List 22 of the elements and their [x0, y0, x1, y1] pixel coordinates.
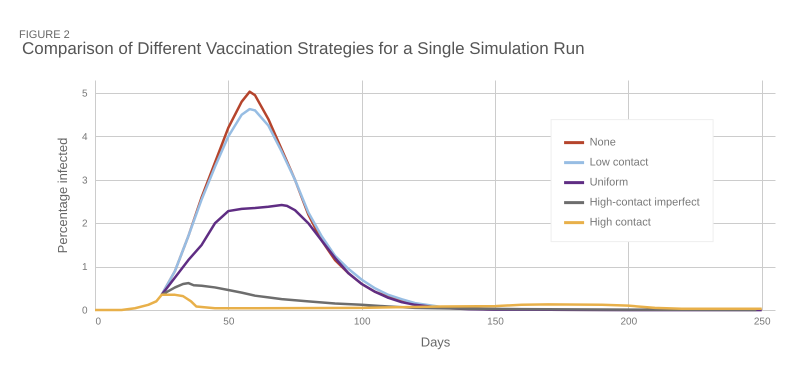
y-tick-label: 4 [82, 132, 88, 143]
y-tick-label: 5 [82, 88, 88, 100]
x-tick-label: 250 [754, 316, 771, 328]
legend-label: Low contact [590, 156, 648, 169]
x-tick-label: 0 [96, 316, 102, 328]
chart-title: Comparison of Different Vaccination Strategies for a Single Simulation Run [22, 39, 585, 58]
caption: FIGURE 2 [19, 29, 70, 41]
legend-label: None [590, 136, 616, 149]
legend-label: High contact [590, 216, 651, 229]
legend-label: High-contact imperfect [590, 196, 700, 209]
x-tick-label: 100 [354, 316, 371, 328]
line-series [94, 294, 763, 312]
y-tick-label: 3 [82, 175, 88, 186]
y-tick-label: 0 [82, 306, 88, 316]
y-tick-label: 1 [82, 262, 88, 274]
x-tick-label: 200 [620, 316, 638, 328]
x-tick-label: 50 [223, 316, 235, 328]
x-axis-title: Days [420, 334, 451, 350]
legend-label: Uniform [590, 176, 628, 189]
y-axis-title: Percentage infected [54, 138, 70, 254]
y-tick-label: 2 [82, 218, 88, 230]
x-tick-label: 150 [487, 316, 504, 328]
